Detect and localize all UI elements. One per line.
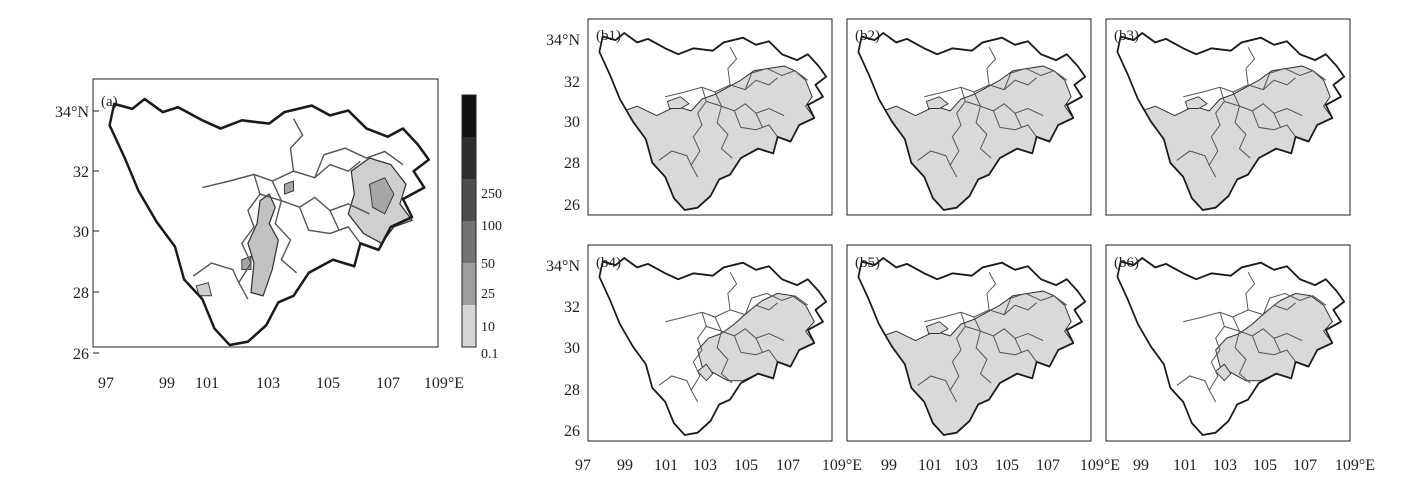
colorbar-swatch-10 [462, 263, 476, 305]
b5-x-tick-103: 103 [954, 457, 978, 474]
b-top-y-tick-34: 34°N [546, 32, 580, 49]
b-bot-y-tick-28: 28 [564, 382, 580, 399]
b4-x-tick-105: 105 [734, 457, 758, 474]
colorbar-swatch-250 [462, 95, 476, 137]
b5-x-tick-107: 107 [1036, 457, 1060, 474]
main-precip-central [247, 193, 279, 297]
main-map-panel: (a) 34°N 32 30 28 26 97 99 101 103 105 1… [55, 78, 464, 392]
colorbar-swatch-0-1 [462, 305, 476, 347]
main-x-tick-101: 101 [195, 375, 219, 392]
small-x-axis-left: 97 99 101 103 105 107 109°E [575, 457, 862, 474]
b6-x-tick-103: 103 [1213, 457, 1237, 474]
panel-b6: (b6) [1105, 244, 1351, 442]
panel-b5-label: (b5) [855, 255, 880, 271]
b-bot-y-tick-32: 32 [564, 299, 580, 316]
small-y-axis-bottom: 34°N 32 30 28 26 [546, 258, 580, 440]
b4-x-tick-107: 107 [776, 457, 800, 474]
main-y-tick-26: 26 [73, 346, 89, 363]
main-precip-spot-a [283, 180, 294, 195]
b6-x-tick-109: 109°E [1335, 457, 1375, 474]
panel-b5: (b5) [846, 244, 1092, 442]
b6-x-tick-101: 101 [1173, 457, 1197, 474]
main-x-tick-107: 107 [376, 375, 400, 392]
main-x-tick-103: 103 [256, 375, 280, 392]
colorbar-swatch-50 [462, 179, 476, 221]
b5-x-tick-109: 109°E [1080, 457, 1120, 474]
main-x-tick-97: 97 [98, 375, 114, 392]
main-x-tick-105: 105 [316, 375, 340, 392]
colorbar-label-100: 100 [481, 219, 502, 234]
small-x-axis-right: 99 101 103 105 107 109°E [1133, 457, 1375, 474]
main-y-tick-28: 28 [73, 285, 89, 302]
colorbar-label-10: 10 [481, 320, 495, 335]
b-top-y-tick-30: 30 [564, 114, 580, 131]
colorbar-swatch-25 [462, 221, 476, 263]
main-x-axis: 97 99 101 103 105 107 109°E [98, 375, 464, 392]
b6-x-tick-105: 105 [1253, 457, 1277, 474]
colorbar-label-0-1: 0.1 [481, 347, 499, 362]
b-bot-y-tick-30: 30 [564, 340, 580, 357]
panel-b2-label: (b2) [855, 28, 880, 44]
colorbar: 250 100 50 25 10 0.1 [461, 94, 502, 362]
main-precip-spot-c [195, 282, 213, 297]
main-x-tick-99: 99 [159, 375, 175, 392]
colorbar-swatch-100 [462, 137, 476, 179]
b-bot-y-tick-26: 26 [564, 423, 580, 440]
panel-b3: (b3) [1105, 18, 1351, 216]
panel-b6-label: (b6) [1114, 255, 1139, 271]
colorbar-frame [461, 94, 477, 348]
main-y-axis: 34°N 32 30 28 26 [55, 104, 99, 363]
small-x-axis-middle: 99 101 103 105 107 109°E [881, 457, 1120, 474]
b-top-y-tick-28: 28 [564, 155, 580, 172]
colorbar-label-25: 25 [481, 287, 495, 302]
panel-b4: (b4) [587, 244, 833, 442]
b-top-y-tick-32: 32 [564, 74, 580, 91]
main-y-tick-34: 34°N [55, 104, 89, 121]
colorbar-label-250: 250 [481, 187, 502, 202]
panel-b2: (b2) [846, 18, 1092, 216]
b-bot-y-tick-34: 34°N [546, 258, 580, 275]
b6-x-tick-99: 99 [1133, 457, 1149, 474]
small-y-axis-top: 34°N 32 30 28 26 [546, 32, 580, 214]
b4-x-tick-103: 103 [693, 457, 717, 474]
b5-x-tick-105: 105 [995, 457, 1019, 474]
b5-x-tick-99: 99 [881, 457, 897, 474]
main-panel-label: (a) [101, 94, 118, 110]
panel-b4-label: (b4) [596, 255, 621, 271]
main-province-map [108, 97, 431, 347]
colorbar-label-50: 50 [481, 257, 495, 272]
panel-b1-label: (b1) [596, 28, 621, 44]
main-y-tick-32: 32 [73, 164, 89, 181]
b-top-y-tick-26: 26 [564, 197, 580, 214]
b4-x-tick-109: 109°E [822, 457, 862, 474]
main-y-tick-30: 30 [73, 224, 89, 241]
b4-x-tick-101: 101 [654, 457, 678, 474]
b4-x-tick-97: 97 [575, 457, 591, 474]
panel-b1: (b1) [587, 18, 833, 216]
panel-b3-label: (b3) [1114, 28, 1139, 44]
main-precip-east-core [369, 177, 395, 215]
b4-x-tick-99: 99 [617, 457, 633, 474]
b5-x-tick-101: 101 [918, 457, 942, 474]
b6-x-tick-107: 107 [1293, 457, 1317, 474]
main-x-tick-109: 109°E [424, 375, 464, 392]
